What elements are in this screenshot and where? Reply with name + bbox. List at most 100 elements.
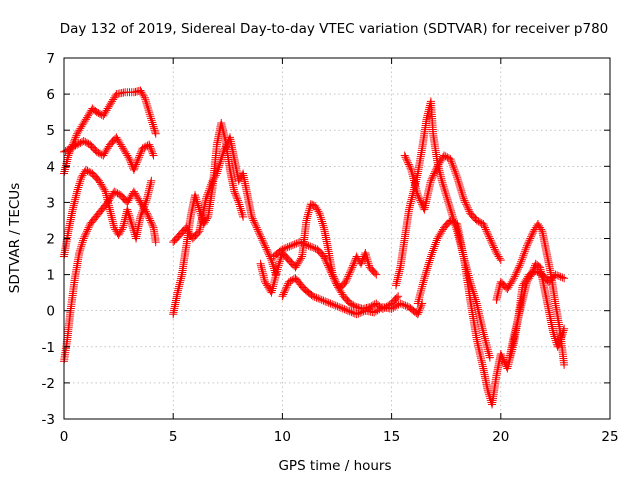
data-point: [287, 241, 296, 250]
data-point: [410, 178, 419, 187]
data-point: [319, 252, 328, 261]
data-point: [460, 196, 469, 205]
data-point: [346, 266, 355, 275]
data-point: [259, 238, 268, 247]
data-point: [414, 308, 423, 317]
data-point: [281, 285, 290, 294]
data-point: [401, 153, 410, 162]
data-point: [483, 229, 492, 238]
data-point: [283, 243, 292, 252]
data-point: [296, 254, 305, 263]
data-point: [204, 188, 213, 197]
data-point: [279, 290, 288, 299]
data-point: [512, 268, 521, 277]
data-point: [145, 142, 154, 151]
data-point: [145, 140, 154, 149]
data-point: [482, 340, 491, 349]
data-point: [485, 353, 494, 362]
data-point: [456, 182, 465, 191]
data-point: [126, 215, 135, 224]
data-point: [392, 293, 401, 302]
series-sat-d: [60, 133, 158, 174]
data-point: [560, 360, 569, 369]
data-point: [429, 171, 438, 180]
data-point: [111, 188, 120, 197]
data-point: [283, 281, 292, 290]
data-point: [314, 207, 323, 216]
data-point: [417, 198, 426, 207]
data-point: [275, 257, 284, 266]
data-point: [389, 303, 398, 312]
data-point: [554, 272, 563, 281]
data-point: [418, 282, 427, 291]
data-point: [453, 175, 462, 184]
data-point: [414, 192, 423, 201]
data-point: [345, 270, 354, 279]
data-point: [66, 144, 75, 153]
data-point: [484, 347, 493, 356]
data-point: [556, 272, 565, 281]
data-point: [222, 140, 231, 149]
data-point: [113, 189, 122, 198]
data-point: [504, 358, 513, 367]
data-point: [280, 288, 289, 297]
data-point: [274, 261, 283, 270]
data-point: [413, 299, 422, 308]
data-point: [72, 131, 81, 140]
y-tick-label: -3: [42, 412, 55, 428]
data-point: [151, 129, 160, 138]
data-point: [495, 254, 504, 263]
data-point: [342, 305, 351, 314]
data-point: [520, 249, 529, 258]
data-point: [415, 293, 424, 302]
data-point: [483, 345, 492, 354]
data-point: [534, 262, 543, 271]
data-point: [251, 221, 260, 230]
data-point: [489, 241, 498, 250]
data-point: [214, 165, 223, 174]
data-point: [234, 198, 243, 207]
data-point: [429, 244, 438, 253]
data-point: [363, 257, 372, 266]
data-point: [318, 251, 327, 260]
x-tick-label: 0: [60, 429, 69, 445]
data-point: [128, 222, 137, 231]
data-point: [423, 264, 432, 273]
data-point: [328, 300, 337, 309]
data-point: [510, 272, 519, 281]
y-tick-label: -2: [42, 376, 55, 392]
data-point: [413, 189, 422, 198]
data-point: [148, 120, 157, 129]
data-point: [75, 248, 84, 257]
data-point: [149, 151, 158, 160]
data-point: [302, 214, 311, 223]
data-point: [555, 339, 564, 348]
data-point: [205, 184, 214, 193]
data-point: [522, 243, 531, 252]
data-point: [78, 238, 87, 247]
data-point: [92, 147, 101, 156]
data-point: [427, 174, 436, 183]
data-point: [317, 215, 326, 224]
data-point: [340, 305, 349, 314]
data-point: [523, 241, 532, 250]
data-point: [236, 204, 245, 213]
data-point: [295, 238, 304, 247]
data-point: [479, 328, 488, 337]
data-point: [74, 139, 83, 148]
data-point: [426, 176, 435, 185]
data-point: [417, 286, 426, 295]
data-point: [521, 245, 530, 254]
data-point: [140, 143, 149, 152]
data-point: [76, 177, 85, 186]
data-point: [425, 258, 434, 267]
data-point: [270, 278, 279, 287]
x-tick-label: 20: [492, 429, 509, 445]
data-point: [480, 223, 489, 232]
data-point: [511, 270, 520, 279]
x-axis-label: GPS time / hours: [278, 458, 391, 474]
data-point: [79, 137, 88, 146]
data-point: [462, 202, 471, 211]
data-point: [137, 210, 146, 219]
